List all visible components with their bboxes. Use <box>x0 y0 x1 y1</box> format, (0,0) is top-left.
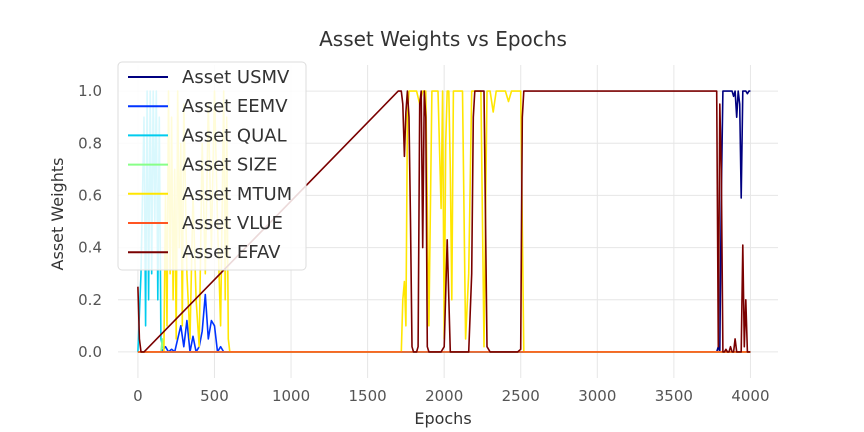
x-tick-label: 1500 <box>349 387 387 405</box>
x-tick-label: 3000 <box>578 387 616 405</box>
y-axis-label: Asset Weights <box>48 158 67 271</box>
x-tick-label: 1000 <box>272 387 310 405</box>
y-tick-label: 0.2 <box>78 291 102 309</box>
chart-title: Asset Weights vs Epochs <box>319 27 567 51</box>
legend-label: Asset QUAL <box>182 125 287 146</box>
legend-box <box>117 61 307 271</box>
x-tick-label: 4000 <box>731 387 769 405</box>
x-axis-ticks: 0 500 1000 1500 2000 2500 3000 3500 4000 <box>133 387 769 405</box>
y-tick-label: 0.8 <box>78 134 102 152</box>
legend-label: Asset USMV <box>182 67 290 88</box>
x-tick-label: 2000 <box>425 387 463 405</box>
x-tick-label: 0 <box>133 387 143 405</box>
x-axis-label: Epochs <box>414 409 471 428</box>
legend-label: Asset EFAV <box>182 242 281 263</box>
legend: Asset USMV Asset EEMV Asset QUAL Asset SIZE… <box>117 61 307 271</box>
x-tick-label: 3500 <box>655 387 693 405</box>
y-tick-label: 0.6 <box>78 186 102 204</box>
x-tick-label: 2500 <box>502 387 540 405</box>
y-tick-label: 1.0 <box>78 82 102 100</box>
y-tick-label: 0.0 <box>78 343 102 361</box>
legend-label: Asset EEMV <box>182 96 288 117</box>
y-axis-ticks: 0.0 0.2 0.4 0.6 0.8 1.0 <box>78 82 102 361</box>
y-tick-label: 0.4 <box>78 239 102 257</box>
legend-label: Asset SIZE <box>182 155 277 176</box>
x-tick-label: 500 <box>200 387 229 405</box>
series-line-asset-efav <box>137 90 751 353</box>
legend-label: Asset VLUE <box>182 213 283 234</box>
legend-label: Asset MTUM <box>182 184 292 205</box>
series-line-asset-usmv <box>137 90 751 353</box>
